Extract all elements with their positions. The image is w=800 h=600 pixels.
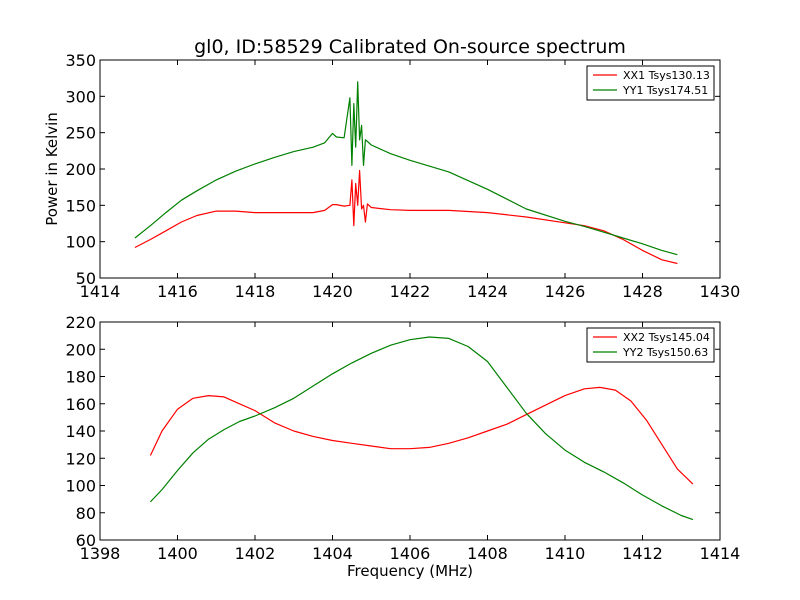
bottom-plot: 1398 1400 1402 1404 1406 1408 1410 1412 1414 60 80…: [65, 313, 740, 563]
x-tick-label: 1424: [467, 282, 508, 301]
x-tick-label: 1398: [80, 544, 121, 563]
top-plot: 1414 1416 1418 1420 1422 1424 1426 1428 1430 50 10…: [65, 51, 740, 301]
legend-label-2: YY2 Tsys150.63: [622, 346, 708, 359]
series-line-2: [149, 336, 694, 521]
y-tick-label: 350: [65, 51, 96, 70]
legend: XX2 Tsys145.04 YY2 Tsys150.63: [586, 327, 715, 363]
y-tick-label: 220: [65, 313, 96, 332]
legend-box: [586, 65, 715, 101]
x-tick-label: 1400: [157, 544, 198, 563]
legend-label-2: YY1 Tsys174.51: [622, 84, 708, 97]
y-tick-label: 80: [76, 504, 96, 523]
legend: XX1 Tsys130.13 YY1 Tsys174.51: [586, 65, 715, 101]
x-tick-label: 1428: [622, 282, 663, 301]
series-line-2: [134, 81, 678, 256]
x-tick-label: 1416: [157, 282, 198, 301]
y-tick-label: 300: [65, 87, 96, 106]
x-tick-label: 1422: [390, 282, 431, 301]
x-tick-label: 1420: [312, 282, 353, 301]
y-tick-label: 100: [65, 477, 96, 496]
x-axis-label: Frequency (MHz): [347, 562, 473, 580]
legend-label-1: XX1 Tsys130.13: [623, 69, 710, 82]
x-tick-label: 1414: [80, 282, 121, 301]
legend-label-1: XX2 Tsys145.04: [623, 331, 710, 344]
series-line-1: [134, 169, 678, 265]
legend-box: [586, 327, 715, 363]
y-tick-label: 200: [65, 160, 96, 179]
x-tick-label: 1418: [235, 282, 276, 301]
y-tick-label: 250: [65, 124, 96, 143]
x-tick-label: 1412: [622, 544, 663, 563]
y-tick-label: 120: [65, 449, 96, 468]
y-tick-label: 200: [65, 340, 96, 359]
x-tick-label: 1406: [390, 544, 431, 563]
y-tick-label: 150: [65, 196, 96, 215]
chart-title: gl0, ID:58529 Calibrated On-source spect…: [194, 36, 626, 58]
y-tick-label: 50: [76, 269, 96, 288]
x-tick-label: 1414: [700, 544, 741, 563]
y-tick-label: 100: [65, 233, 96, 252]
y-tick-label: 180: [65, 368, 96, 387]
x-tick-label: 1430: [700, 282, 741, 301]
y-tick-label: 160: [65, 395, 96, 414]
x-tick-label: 1404: [312, 544, 353, 563]
x-tick-label: 1410: [545, 544, 586, 563]
x-tick-label: 1402: [235, 544, 276, 563]
y-tick-label: 140: [65, 422, 96, 441]
y-tick-label: 60: [76, 531, 96, 550]
y-axis-label: Power in Kelvin: [43, 112, 61, 226]
series-line-1: [149, 386, 694, 485]
x-tick-label: 1408: [467, 544, 508, 563]
x-tick-label: 1426: [545, 282, 586, 301]
